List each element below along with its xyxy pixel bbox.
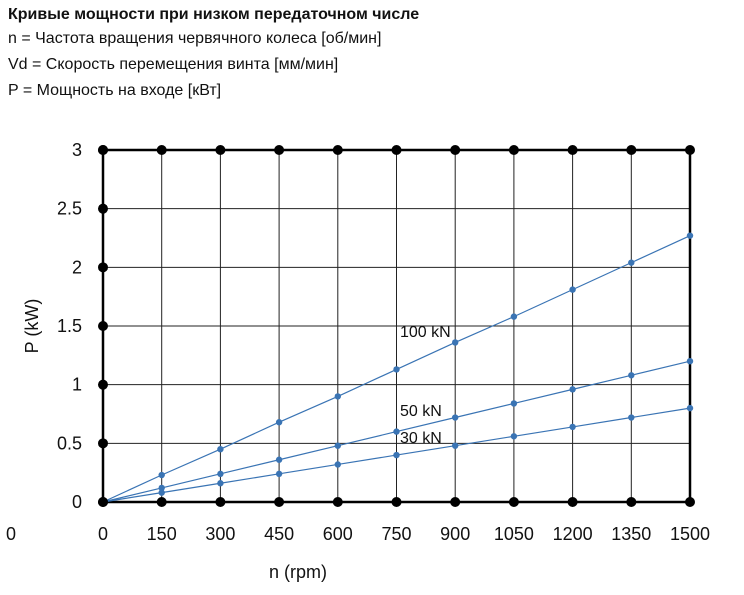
data-point	[628, 259, 635, 266]
frame-marker	[98, 438, 108, 449]
frame-marker	[156, 497, 167, 507]
data-point	[334, 393, 341, 400]
data-point	[158, 484, 165, 492]
frame-marker	[156, 145, 167, 155]
x-tick-label-clipped: 0	[6, 524, 16, 544]
grid	[101, 148, 692, 504]
frame-marker	[508, 145, 519, 155]
data-point	[275, 470, 283, 478]
y-axis-title: P (kW)	[22, 299, 42, 354]
frame-marker	[98, 497, 108, 507]
y-tick-label: 2.5	[57, 199, 82, 219]
data-point	[569, 386, 576, 393]
y-tick-label: 3	[72, 140, 82, 160]
frame-marker	[450, 497, 461, 507]
x-tick-label: 1200	[553, 524, 593, 544]
data-point	[569, 286, 576, 293]
y-tick-label: 2	[72, 257, 82, 277]
data-point	[452, 442, 459, 449]
data-point	[275, 419, 283, 426]
frame-marker	[450, 145, 461, 155]
definition-vd: Vd = Скорость перемещения винта [мм/мин]	[8, 56, 339, 73]
x-tick-label: 750	[381, 524, 411, 544]
frame-marker	[332, 145, 343, 155]
frame-marker	[98, 321, 108, 331]
frame-marker	[98, 379, 108, 390]
x-tick-label: 1050	[494, 524, 534, 544]
definition-p: P = Мощность на входе [кВт]	[8, 82, 222, 99]
series-group: 100 kN 50 kN 30 kN	[102, 232, 694, 503]
data-point	[452, 414, 459, 421]
x-tick-label: 900	[440, 524, 470, 544]
data-point	[334, 442, 341, 449]
data-point	[393, 366, 400, 373]
frame-markers	[98, 145, 695, 507]
definition-n: n = Частота вращения червячного колеса […	[8, 30, 382, 47]
x-tick-label: 600	[323, 524, 353, 544]
frame-marker	[391, 145, 402, 155]
frame-marker	[274, 145, 285, 155]
frame-marker	[626, 497, 637, 507]
y-tick-label: 1	[72, 375, 82, 395]
series-label: 30 kN	[400, 430, 442, 447]
frame-marker	[567, 145, 578, 155]
frame-marker	[391, 497, 402, 507]
y-tick-label: 1.5	[57, 316, 82, 336]
x-tick-label: 1500	[670, 524, 710, 544]
frame-marker	[626, 145, 637, 155]
frame-marker	[98, 145, 108, 155]
frame-marker	[274, 497, 285, 507]
data-point	[686, 232, 694, 239]
frame-marker	[332, 497, 343, 507]
y-tick-label: 0	[72, 492, 82, 512]
data-point	[217, 446, 224, 453]
data-point	[393, 451, 400, 459]
data-point	[510, 313, 518, 320]
data-point	[217, 480, 224, 487]
data-point	[393, 428, 400, 435]
x-axis-title: n (rpm)	[269, 562, 327, 582]
frame-marker	[508, 497, 519, 507]
data-point	[452, 339, 459, 346]
data-point	[686, 404, 694, 412]
frame-marker	[215, 497, 226, 507]
data-point	[628, 372, 635, 379]
frame-marker	[215, 145, 226, 155]
x-tick-label: 300	[205, 524, 235, 544]
y-tick-label: 0.5	[57, 433, 82, 453]
frame-marker	[98, 262, 108, 273]
data-point	[275, 456, 283, 463]
data-point	[334, 461, 341, 468]
frame-marker	[567, 497, 578, 507]
data-point	[686, 358, 694, 365]
data-point	[510, 433, 518, 440]
data-point	[510, 400, 518, 407]
x-tick-label: 0	[98, 524, 108, 544]
chart-header: Кривые мощности при низком передаточном …	[8, 4, 419, 104]
frame-marker	[98, 203, 108, 214]
x-tick-label: 1350	[611, 524, 651, 544]
data-point	[158, 489, 165, 496]
data-point	[569, 423, 576, 431]
data-point	[158, 471, 165, 479]
x-tick-label: 150	[147, 524, 177, 544]
frame-marker	[685, 145, 695, 155]
series-label: 50 kN	[400, 403, 442, 420]
chart-title: Кривые мощности при низком передаточном …	[8, 6, 420, 23]
data-point	[217, 470, 224, 478]
frame-marker	[685, 497, 695, 507]
x-tick-label: 450	[264, 524, 294, 544]
data-point	[628, 414, 635, 421]
tick-labels: 0 150 300 450 600 750 900 1050 1200 1350 1500000.5…	[6, 140, 710, 544]
series-label: 100 kN	[400, 324, 451, 341]
